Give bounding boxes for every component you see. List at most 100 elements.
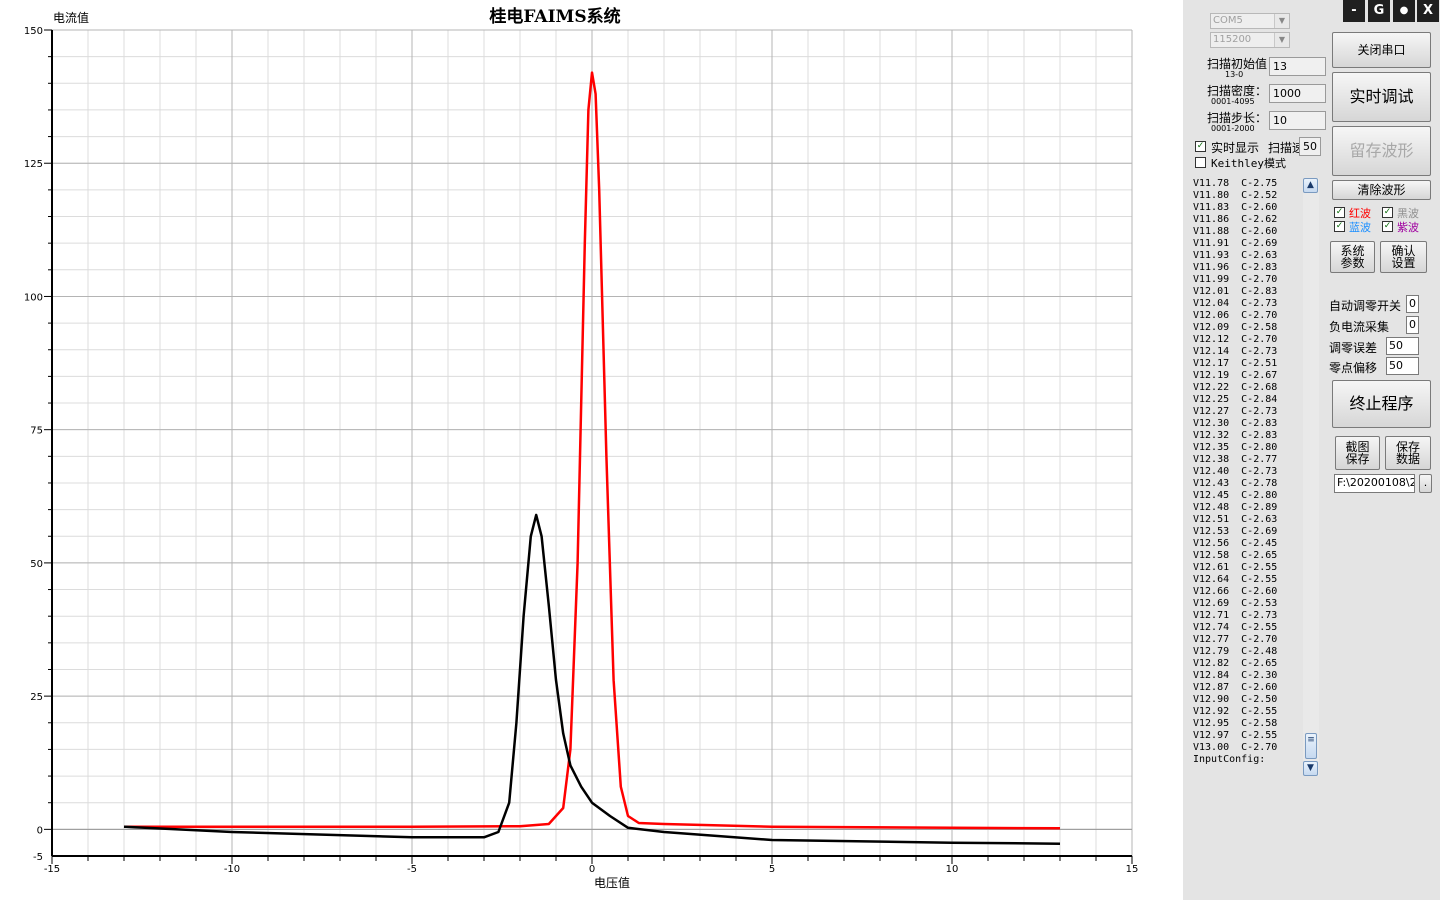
neg-current-field[interactable]: 0 [1406,316,1419,334]
zero-error-label: 调零误差 [1329,341,1378,355]
log-line: V12.17 C-2.51 [1193,358,1278,369]
log-line: V11.93 C-2.63 [1193,250,1278,261]
log-line: V12.71 C-2.73 [1193,610,1278,621]
scan-density-range: 0001-4095 [1211,97,1255,106]
log-line: V12.64 C-2.55 [1193,574,1278,585]
y-tick-label: 150 [24,26,43,37]
wave-checkbox[interactable]: ✓ [1382,221,1393,232]
x-tick-label: -5 [407,864,417,875]
close-serial-button[interactable]: 关闭串口 [1332,32,1431,68]
close-icon[interactable]: X [1417,0,1439,22]
y-axis-label: 电流值 [53,10,89,25]
log-line: V11.83 C-2.60 [1193,202,1278,213]
chevron-down-icon: ▼ [1274,33,1289,47]
plot-svg: -5 0 25 50 75 100 125 150 -15 -10 -5 0 5 10 15 桂电FAIMS… [24,6,1138,890]
log-line: V12.45 C-2.80 [1193,490,1278,501]
log-line: V11.96 C-2.83 [1193,262,1278,273]
log-line: V12.14 C-2.73 [1193,346,1278,357]
wave-label: 蓝波 [1349,221,1371,234]
scan-step-field[interactable]: 10 [1269,111,1326,130]
browse-button[interactable]: . [1419,474,1432,493]
zero-offset-field[interactable]: 50 [1386,357,1419,375]
speed-label: 扫描速 [1268,141,1305,155]
log-line: V12.01 C-2.83 [1193,286,1278,297]
log-line: V12.19 C-2.67 [1193,370,1278,381]
keithley-checkbox[interactable] [1195,157,1206,168]
speed-field[interactable]: 50 [1299,137,1321,156]
y-tick-label: 75 [30,426,43,437]
y-tick-label: -5 [33,852,43,863]
red-wave-line [124,71,1061,830]
x-tick-label: 5 [769,864,775,875]
log-line: V12.51 C-2.63 [1193,514,1278,525]
black-wave-line [123,513,1061,845]
save-data-line1: 保存 [1395,440,1420,454]
log-line: V12.84 C-2.30 [1193,670,1278,681]
log-line: V12.30 C-2.83 [1193,418,1278,429]
log-line: V11.86 C-2.62 [1193,214,1278,225]
log-line: V12.95 C-2.58 [1193,718,1278,729]
log-line: V12.27 C-2.73 [1193,406,1278,417]
zero-error-field[interactable]: 50 [1386,337,1419,355]
log-line: V12.35 C-2.80 [1193,442,1278,453]
series-layer [123,71,1061,845]
control-panel: COM5 ▼ 115200 ▼ 扫描初始值 13-0 13 扫描密度： 0001… [1183,0,1440,900]
scroll-down-button[interactable]: ▼ [1303,761,1318,776]
wave-label: 红波 [1349,207,1371,220]
realtime-debug-button[interactable]: 实时调试 [1332,72,1431,122]
scroll-thumb[interactable]: ≡ [1305,733,1317,759]
minimize-icon[interactable]: - [1343,0,1365,22]
log-line: V12.97 C-2.55 [1193,730,1278,741]
scan-start-range: 13-0 [1225,70,1244,79]
log-line: V12.58 C-2.65 [1193,550,1278,561]
confirm-settings-line1: 确认 [1391,244,1416,258]
wave-checkbox[interactable]: ✓ [1334,207,1345,218]
log-line: V12.48 C-2.89 [1193,502,1278,513]
baud-rate-value: 115200 [1213,34,1252,45]
log-line: V12.90 C-2.50 [1193,694,1278,705]
grid-layer [51,29,1133,856]
y-tick-label: 50 [30,559,43,570]
log-line: V11.78 C-2.75 [1193,178,1278,189]
log-list: V11.78 C-2.75 V11.80 C-2.52 V11.83 C-2.60 V… [1193,178,1303,766]
x-tick-label: -15 [44,864,60,875]
auto-zero-field[interactable]: 0 [1406,295,1419,313]
clear-waveform-button[interactable]: 清除波形 [1332,180,1431,200]
log-line: V12.12 C-2.70 [1193,334,1278,345]
terminate-button[interactable]: 终止程序 [1332,380,1431,428]
log-scrollbar[interactable]: ▲ ≡ ▼ [1303,178,1319,776]
scroll-up-button[interactable]: ▲ [1303,178,1318,193]
gear-icon[interactable]: G [1368,0,1390,22]
screenshot-save-button[interactable]: 截图 保存 [1335,436,1380,470]
zero-offset-label: 零点偏移 [1329,361,1378,375]
wave-label: 紫波 [1397,221,1419,234]
log-line: V11.99 C-2.70 [1193,274,1278,285]
confirm-settings-button[interactable]: 确认 设置 [1380,241,1427,273]
scan-start-field[interactable]: 13 [1269,57,1326,76]
log-line: V12.79 C-2.48 [1193,646,1278,657]
scan-step-range: 0001-2000 [1211,124,1255,133]
wave-checkbox[interactable]: ✓ [1334,221,1345,232]
log-line: V12.61 C-2.55 [1193,562,1278,573]
wave-checkbox[interactable]: ✓ [1382,207,1393,218]
baud-rate-select[interactable]: 115200 ▼ [1210,32,1290,48]
scan-density-label: 扫描密度： [1207,84,1268,98]
chart-area: -5 0 25 50 75 100 125 150 -15 -10 -5 0 5 10 15 桂电FAIMS… [23,6,1139,890]
log-line: V12.43 C-2.78 [1193,478,1278,489]
log-line: V11.80 C-2.52 [1193,190,1278,201]
save-data-button[interactable]: 保存 数据 [1385,436,1431,470]
realtime-checkbox[interactable]: ✓ [1195,141,1206,152]
log-line: V12.82 C-2.65 [1193,658,1278,669]
log-line: V12.06 C-2.70 [1193,310,1278,321]
log-line: V12.22 C-2.68 [1193,382,1278,393]
com-port-select[interactable]: COM5 ▼ [1210,13,1290,29]
save-path-field[interactable]: F:\20200108\2 [1334,474,1415,493]
log-line: InputConfig: [1193,754,1266,765]
system-params-button[interactable]: 系统 参数 [1330,241,1375,273]
scan-density-field[interactable]: 1000 [1269,84,1326,103]
keep-waveform-button[interactable]: 留存波形 [1332,126,1431,176]
screenshot-save-line1: 截图 [1345,440,1370,454]
realtime-label: 实时显示 [1211,141,1260,155]
dot-icon[interactable]: ● [1393,0,1415,22]
neg-current-label: 负电流采集 [1329,320,1390,334]
